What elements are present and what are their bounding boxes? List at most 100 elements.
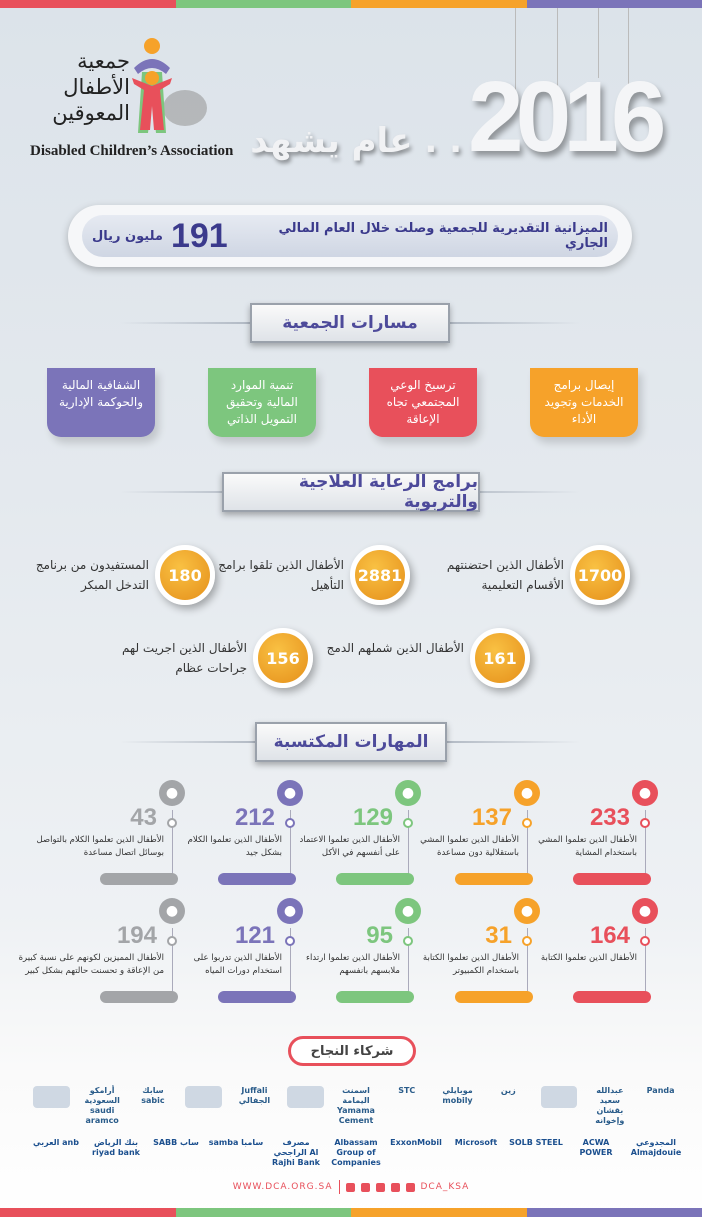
partner-logo [33, 1086, 70, 1108]
skill-label: الأطفال الذين تدربوا على استخدام دورات ا… [193, 953, 282, 976]
partner-logo: سابك sabic [141, 1086, 165, 1105]
skill-label: الأطفال المميزين لكونهم على نسبة كبيرة م… [18, 953, 164, 976]
partner-logo: SOLB STEEL [509, 1138, 563, 1147]
skill-label: الأطفال الذين تعلموا الكلام بالتواصل بوس… [36, 835, 164, 858]
youtube-icon[interactable] [375, 1182, 385, 1192]
program-label: الأطفال الذين تلقوا برامج التأهيل [218, 558, 344, 592]
program-label: الأطفال الذين احتضنتهم الأقسام التعليمية [446, 558, 564, 592]
partner-logo: STC [398, 1086, 416, 1095]
partner-logo [185, 1086, 223, 1108]
skill-bar [100, 991, 178, 1003]
skill-bar [100, 873, 178, 885]
marker-dot [640, 936, 650, 946]
connector-line [408, 928, 409, 998]
wheelchair-icon: ● [277, 898, 303, 924]
skill-label: الأطفال الذين تعلموا الكتابة باستخدام ال… [422, 953, 519, 976]
skills-heading: المهارات المكتسبة [255, 722, 447, 762]
program-value-circle: 2881 [350, 545, 410, 605]
marker-dot [167, 818, 177, 828]
partner-logo: موبايلي mobily [442, 1086, 473, 1105]
skill-value: 43 [130, 804, 157, 831]
website-link[interactable]: WWW.DCA.ORG.SA [232, 1182, 333, 1192]
partners-heading: شركاء النجاح [288, 1036, 416, 1066]
logo-arabic: جمعية الأطفال المعوقين [30, 48, 130, 126]
logo-line: المعوقين [52, 101, 130, 125]
skill-value: 233 [589, 804, 630, 831]
snapchat-icon[interactable] [405, 1182, 415, 1192]
marker-dot [522, 936, 532, 946]
skill-value: 137 [471, 804, 512, 831]
marker-dot [403, 936, 413, 946]
marker-dot [285, 936, 295, 946]
skill-value: 31 [485, 922, 512, 949]
partner-logo: Albassam Group of Companies [331, 1138, 381, 1167]
logo-line: جمعية [77, 49, 130, 73]
hanging-string [515, 8, 516, 93]
facebook-icon[interactable] [360, 1182, 370, 1192]
logo-english: Disabled Children’s Association [30, 143, 234, 159]
top-color-bar [0, 0, 702, 8]
partner-logo: اسمنت اليمامة Yamama Cement [337, 1086, 375, 1125]
instagram-icon[interactable] [390, 1182, 400, 1192]
program-label: الأطفال الذين شملهم الدمج [326, 641, 464, 655]
skill-value: 194 [116, 922, 157, 949]
skill-value: 212 [234, 804, 275, 831]
skill-bar [455, 873, 533, 885]
program-value-circle: 180 [155, 545, 215, 605]
skill-label: الأطفال الذين تعلموا ارتداء ملابسهم بانف… [306, 953, 400, 976]
connector-line [527, 810, 528, 880]
skill-label: الأطفال الذين تعلموا الاعتماد على أنفسهم… [299, 835, 400, 858]
skill-value: 129 [352, 804, 393, 831]
social-handle[interactable]: DCA_KSA [420, 1182, 470, 1192]
connector-line [645, 810, 646, 880]
skill-bar [218, 873, 296, 885]
path-card: الشفافية المالية والحوكمة الإدارية [47, 368, 155, 437]
partner-logo: عبدالله سعيد بقشان وإخوانه [595, 1086, 625, 1125]
children-icon: ● [159, 898, 185, 924]
budget-banner: الميزانية التقديرية للجمعية وصلت خلال ال… [68, 205, 632, 267]
marker-dot [640, 818, 650, 828]
skill-bar [336, 873, 414, 885]
connector-line [290, 928, 291, 998]
program-label: الأطفال الذين اجريت لهم جراحات عظام [121, 641, 247, 675]
skill-bar [218, 991, 296, 1003]
footer: WWW.DCA.ORG.SA DCA_KSA [0, 1180, 702, 1194]
logo-line: الأطفال [63, 75, 130, 99]
connector-line [290, 810, 291, 880]
partner-logo: SABB ساب [153, 1138, 199, 1147]
partner-logo: ExxonMobil [390, 1138, 442, 1147]
partner-logo: المجدوعي Almajdouie [630, 1138, 682, 1157]
writing-icon: ● [632, 898, 658, 924]
path-card: تنمية الموارد المالية وتحقيق التمويل الذ… [208, 368, 316, 437]
skill-bar [455, 991, 533, 1003]
budget-value: 191 [170, 216, 228, 255]
partner-logo: زين [500, 1086, 516, 1095]
partner-logo: Panda [646, 1086, 675, 1095]
skill-value: 95 [366, 922, 393, 949]
skill-bar [573, 991, 651, 1003]
walker-icon: ● [632, 780, 658, 806]
partner-logo: Microsoft [454, 1138, 498, 1147]
marker-dot [285, 818, 295, 828]
partner-logo: العربي anb [33, 1138, 79, 1147]
path-card: إيصال برامج الخدمات وتجويد الأداء [530, 368, 638, 437]
eating-icon: ● [395, 780, 421, 806]
skill-label: الأطفال الذين تعلموا الكتابة [540, 953, 637, 963]
program-label: المستفيدون من برنامج التدخل المبكر [35, 558, 149, 592]
hanging-string [557, 8, 558, 108]
skill-bar [336, 991, 414, 1003]
connector-line [408, 810, 409, 880]
paths-heading: مسارات الجمعية [250, 303, 450, 343]
skill-value: 121 [234, 922, 275, 949]
wheelchair-computer-icon: ● [514, 898, 540, 924]
partner-logo: samba سامبا [208, 1138, 264, 1147]
partner-logo: ACWA POWER [579, 1138, 613, 1157]
budget-unit: مليون ريال [92, 228, 163, 244]
path-card: ترسيخ الوعي المجتمعي تجاه الإعاقة [369, 368, 477, 437]
partner-logo [540, 1086, 578, 1108]
skill-label: الأطفال الذين تعلموا المشي باستخدام المش… [538, 835, 637, 858]
twitter-icon[interactable] [345, 1182, 355, 1192]
marker-dot [522, 818, 532, 828]
partner-logo [286, 1086, 324, 1108]
connector-line [172, 928, 173, 998]
